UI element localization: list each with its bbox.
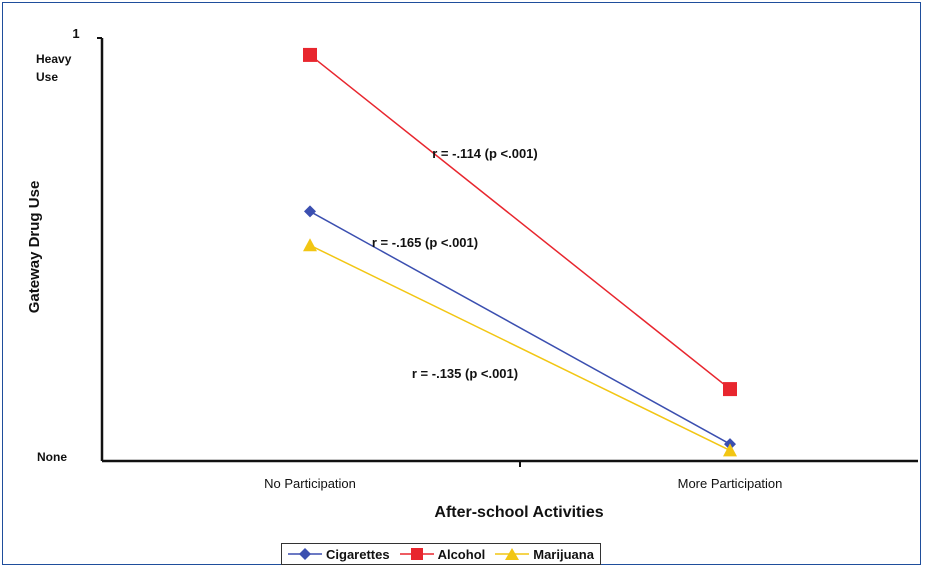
series-line-alcohol [309,54,731,390]
y-tick-label-heavy: Heavy [36,52,72,66]
y-axis-title: Gateway Drug Use [26,181,43,314]
series-layer [303,47,737,457]
data-point-alcohol-2 [723,382,737,397]
diamond-marker-icon [288,548,322,560]
legend-item-cigarettes: Cigarettes [288,547,390,562]
data-point-marijuana-2 [723,443,737,457]
correlation-annotation-marijuana: r = -.135 (p <.001) [412,366,518,381]
series-line-cigarettes [309,210,731,445]
legend-label-cigarettes: Cigarettes [326,546,390,562]
triangle-marker-icon [495,548,530,560]
y-tick-label-1: 1 [72,26,79,41]
legend-item-marijuana: Marijuana [495,547,594,562]
series-alcohol [303,47,737,397]
series-line-marijuana [309,244,731,452]
axes [97,37,918,467]
series-marijuana [303,238,737,457]
data-point-alcohol-1 [303,47,317,62]
data-point-marijuana-1 [303,238,317,252]
legend-label-marijuana: Marijuana [533,546,594,562]
data-point-cigarettes-1 [304,205,316,218]
y-tick-label-none: None [37,450,67,464]
legend: Cigarettes Alcohol Marijuana [281,543,601,565]
x-tick-label-no-participation: No Participation [264,476,356,491]
square-marker-icon [399,548,434,560]
x-tick-label-more-participation: More Participation [678,476,783,491]
legend-item-alcohol: Alcohol [399,546,486,562]
x-axis-title: After-school Activities [434,504,603,521]
correlation-annotation-cigarettes: r = -.165 (p <.001) [372,235,478,250]
series-cigarettes [304,205,736,451]
annotations: r = -.114 (p <.001) r = -.165 (p <.001) r … [372,146,538,381]
legend-label-alcohol: Alcohol [437,546,486,562]
y-tick-label-use: Use [36,70,58,84]
correlation-annotation-alcohol: r = -.114 (p <.001) [432,146,538,161]
